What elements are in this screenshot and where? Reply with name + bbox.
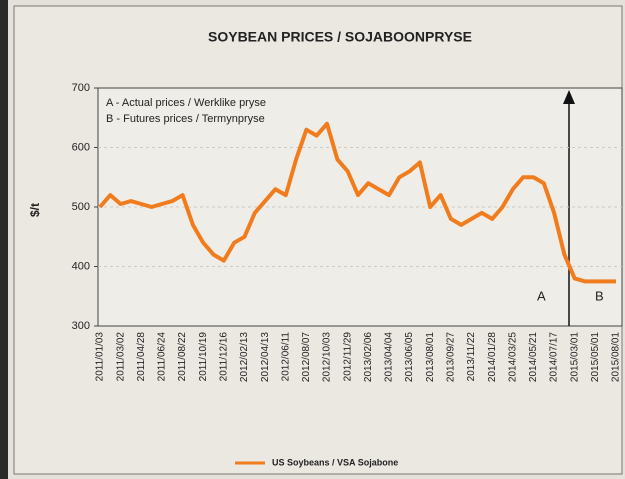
y-tick-label: 500 <box>72 201 90 213</box>
legend-label: US Soybeans / VSA Sojabone <box>272 457 398 467</box>
annotation: A - Actual prices / Werklike pryse <box>106 97 266 109</box>
x-tick-label: 2015/03/01 <box>569 332 580 382</box>
y-axis-label: $/t <box>28 203 42 217</box>
y-tick-label: 400 <box>72 260 90 272</box>
x-tick-label: 2013/08/01 <box>425 332 436 382</box>
x-tick-label: 2012/06/11 <box>280 332 291 382</box>
x-tick-label: 2012/10/03 <box>322 332 333 382</box>
left-border <box>0 0 8 479</box>
price-line <box>98 121 616 284</box>
x-tick-label: 2011/01/03 <box>95 332 106 382</box>
x-tick-label: 2011/04/28 <box>136 332 147 382</box>
x-tick-label: 2013/11/22 <box>466 332 477 382</box>
x-tick-label: 2013/09/27 <box>446 332 457 382</box>
x-tick-label: 2014/01/28 <box>487 332 498 382</box>
chart-title: SOYBEAN PRICES / SOJABOONPRYSE <box>208 29 472 45</box>
x-tick-label: 2013/06/05 <box>404 332 415 382</box>
y-tick-label: 300 <box>72 320 90 332</box>
arrow-head <box>563 90 575 104</box>
x-tick-label: 2015/05/01 <box>590 332 601 382</box>
annotation: B - Futures prices / Termynpryse <box>106 113 265 125</box>
x-tick-label: 2013/02/06 <box>363 332 374 382</box>
x-tick-label: 2012/02/13 <box>239 332 250 382</box>
annotation: B <box>595 288 604 303</box>
y-tick-label: 600 <box>72 141 90 153</box>
x-tick-label: 2012/08/07 <box>301 332 312 382</box>
x-tick-label: 2012/04/13 <box>260 332 271 382</box>
x-tick-label: 2015/08/01 <box>611 332 622 382</box>
x-tick-label: 2013/04/04 <box>384 332 395 382</box>
x-tick-label: 2012/11/29 <box>342 332 353 382</box>
annotation: A <box>537 288 546 303</box>
x-tick-label: 2014/07/17 <box>549 332 560 382</box>
x-tick-label: 2011/03/02 <box>115 332 126 382</box>
x-tick-label: 2011/10/19 <box>198 332 209 382</box>
x-tick-label: 2011/06/24 <box>157 332 168 382</box>
x-tick-label: 2011/12/16 <box>218 332 229 382</box>
y-tick-label: 700 <box>72 82 90 94</box>
x-tick-label: 2014/05/21 <box>528 332 539 382</box>
x-tick-label: 2011/08/22 <box>177 332 188 382</box>
x-tick-label: 2014/03/25 <box>507 332 518 382</box>
